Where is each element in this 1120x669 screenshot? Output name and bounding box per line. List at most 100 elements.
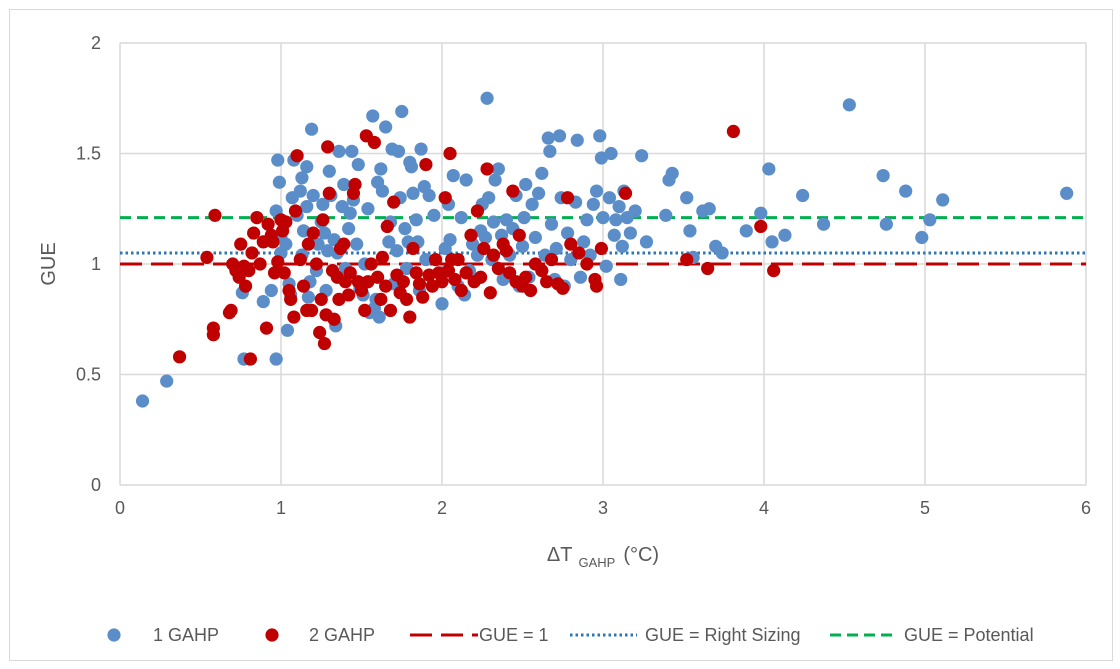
point-2-gahp [464, 228, 478, 242]
point-2-gahp [387, 195, 401, 209]
x-tick-label: 4 [759, 498, 769, 518]
point-1-gahp [796, 188, 810, 203]
point-1-gahp [680, 191, 694, 205]
point-2-gahp [512, 228, 526, 242]
y-tick-label: 1 [91, 254, 101, 274]
point-1-gahp [372, 310, 386, 324]
point-1-gahp [322, 164, 336, 178]
point-1-gahp [135, 394, 150, 408]
tick-labels: 0 1 2 3 4 5 6 0 0.5 1 1.5 2 [76, 33, 1091, 518]
point-2-gahp [443, 146, 457, 161]
point-1-gahp [607, 228, 621, 242]
legend-label-gue-right-sizing: GUE = Right Sizing [645, 625, 801, 645]
point-1-gahp [573, 270, 588, 284]
point-1-gahp [702, 202, 716, 216]
point-2-gahp [412, 277, 427, 291]
x-tick-label: 2 [437, 498, 447, 518]
legend-label-1-gahp: 1 GAHP [153, 625, 219, 645]
point-2-gahp [245, 246, 259, 260]
point-2-gahp [523, 283, 538, 298]
legend-marker-2-gahp [265, 628, 279, 642]
point-1-gahp [596, 210, 610, 225]
point-1-gahp [739, 224, 753, 238]
point-1-gahp [361, 202, 375, 216]
point-2-gahp [284, 292, 298, 306]
point-1-gahp [269, 352, 283, 366]
point-1-gahp [343, 206, 357, 220]
point-1-gahp [604, 146, 618, 161]
point-2-gahp [271, 255, 285, 269]
point-2-gahp [560, 191, 575, 205]
point-2-gahp [267, 266, 282, 280]
point-2-gahp [358, 303, 372, 318]
point-1-gahp [515, 239, 530, 253]
point-1-gahp [923, 213, 937, 227]
y-tick-label: 0.5 [76, 365, 101, 385]
point-1-gahp [879, 217, 893, 231]
point-2-gahp [337, 237, 351, 251]
point-1-gahp [580, 213, 594, 227]
y-axis-label: GUE [38, 242, 60, 285]
point-1-gahp [279, 237, 293, 251]
point-1-gahp [272, 175, 286, 189]
point-1-gahp [374, 162, 388, 176]
point-1-gahp [552, 129, 567, 143]
point-1-gahp [304, 122, 319, 136]
point-2-gahp [480, 162, 494, 176]
x-tick-label: 5 [920, 498, 930, 518]
point-2-gahp [540, 275, 554, 289]
point-1-gahp [435, 297, 449, 311]
point-1-gahp [454, 210, 468, 225]
point-1-gahp [915, 230, 929, 245]
point-2-gahp [309, 257, 324, 271]
point-1-gahp [478, 230, 493, 245]
x-tick-label: 6 [1081, 498, 1091, 518]
point-2-gahp [470, 204, 485, 218]
point-1-gahp [1060, 186, 1074, 200]
point-1-gahp [532, 186, 546, 200]
point-1-gahp [519, 177, 533, 192]
point-1-gahp [683, 224, 697, 238]
point-2-gahp [435, 275, 449, 289]
point-2-gahp [754, 219, 768, 234]
point-2-gahp [701, 261, 715, 276]
point-2-gahp [253, 257, 267, 271]
point-1-gahp [482, 191, 496, 205]
point-1-gahp [337, 177, 351, 192]
point-1-gahp [271, 153, 285, 167]
point-1-gahp [486, 215, 501, 229]
point-2-gahp [454, 283, 468, 298]
point-1-gahp [398, 222, 412, 236]
point-1-gahp [541, 131, 555, 145]
point-2-gahp [306, 226, 320, 240]
point-2-gahp [506, 184, 520, 198]
point-1-gahp [602, 191, 617, 205]
point-2-gahp [379, 279, 393, 293]
point-2-gahp [243, 352, 258, 366]
point-2-gahp [459, 266, 473, 280]
point-2-gahp [316, 213, 330, 227]
point-1-gahp [639, 235, 654, 249]
point-1-gahp [443, 233, 457, 247]
point-2-gahp [375, 250, 390, 264]
point-2-gahp [428, 252, 443, 267]
point-1-gahp [300, 160, 314, 174]
point-2-gahp [416, 290, 430, 304]
point-1-gahp [754, 206, 768, 220]
point-1-gahp [427, 208, 441, 222]
legend-label-2-gahp: 2 GAHP [309, 625, 375, 645]
point-2-gahp [396, 275, 410, 289]
point-2-gahp [448, 272, 462, 287]
point-1-gahp [316, 197, 330, 211]
point-2-gahp [438, 191, 452, 205]
point-2-gahp [519, 270, 533, 284]
point-2-gahp [296, 279, 311, 293]
point-2-gahp [206, 328, 220, 342]
point-1-gahp [936, 193, 950, 207]
x-axis-label-subscript: GAHP [578, 555, 615, 570]
point-1-gahp [264, 283, 278, 298]
point-1-gahp [525, 197, 539, 211]
point-2-gahp [290, 149, 304, 163]
point-2-gahp [618, 186, 633, 200]
point-1-gahp [391, 144, 406, 158]
